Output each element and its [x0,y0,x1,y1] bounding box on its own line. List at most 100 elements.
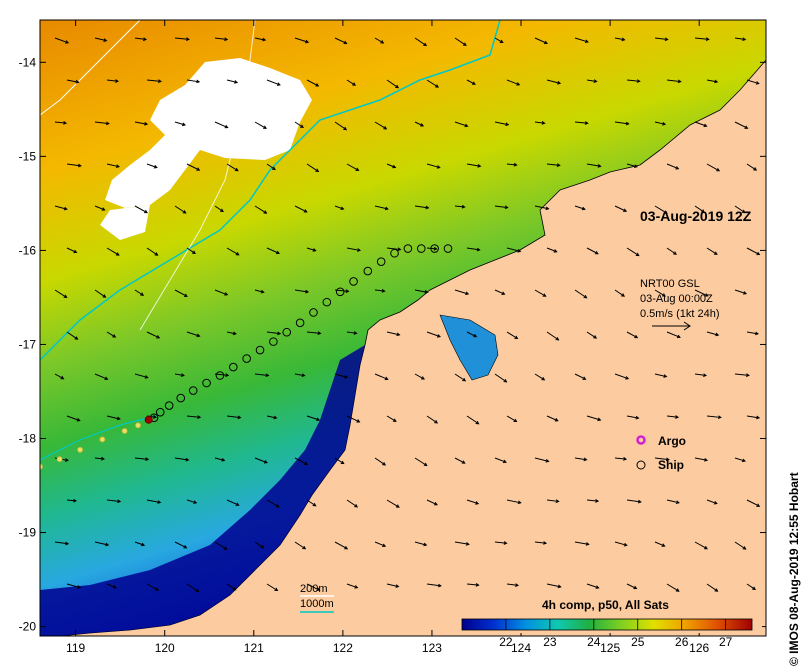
current-vector [494,205,508,209]
current-vector-head [593,79,598,83]
ship-track-point [295,318,305,328]
ship-track [40,244,453,470]
current-vector [94,37,107,42]
current-vector [54,205,67,210]
current-vector [494,289,505,295]
argo-symbol [636,435,646,445]
current-vector [694,457,708,461]
current-vector [706,79,718,83]
current-vector-head [471,81,476,85]
current-vector-head [544,40,549,45]
current-vector-head [663,210,668,214]
current-vector-head [354,585,359,589]
current-vector [186,415,201,418]
y-tick-label: -20 [19,620,37,634]
current-vector [186,499,197,504]
current-vector [334,121,347,131]
current-vector-head [145,457,150,461]
current-vector-head [384,376,389,381]
current-vector [134,541,145,546]
current-vector-head [76,418,81,422]
ship-track-point [255,345,265,355]
current-vector-head [277,331,282,336]
ship-track-point [376,257,386,266]
current-vector-head [704,457,709,462]
depth-contour-200m-outer [139,20,256,331]
current-vector [706,583,718,592]
current-vector [574,289,587,299]
current-vector-head [516,82,521,86]
current-vector [426,415,438,424]
current-vector-head [742,37,747,42]
current-vector [626,79,640,82]
current-vector-head [395,584,400,588]
current-vector [346,583,358,589]
current-vector [466,583,479,586]
current-vector [266,415,277,419]
ship-track-point [215,371,225,380]
current-vector [546,583,561,588]
current-vector-head [545,458,550,463]
current-vector-head [343,40,348,45]
current-vector-head [663,374,668,378]
current-vector-head [475,420,480,425]
current-legend: NRT00 GSL 03-Aug 00:00Z 0.5m/s (1kt 24h) [640,278,719,331]
ship-symbol [636,460,646,470]
current-vector-head [263,125,267,129]
current-legend-scale: 0.5m/s (1kt 24h) [640,308,719,320]
current-vector [266,247,280,254]
current-vector-head [662,121,667,126]
current-vector [494,457,507,463]
cloud-mask [100,58,312,240]
current-vector-head [196,167,201,171]
ship-track-point [155,407,165,417]
current-vector [654,541,665,547]
current-vector-head [704,293,709,297]
current-vector [214,289,228,296]
current-vector [226,583,236,591]
current-vector [466,331,477,338]
current-vector [186,583,199,592]
current-vector [534,289,546,297]
current-vector-head [701,209,706,213]
ship-track-point [242,354,251,363]
current-vector-head [304,461,309,465]
ship-track-point [390,248,399,258]
current-vector-head [144,209,149,214]
current-vector-head [234,80,239,84]
current-vector-head [105,542,110,547]
current-vector-head [675,500,680,505]
current-vector-head [276,250,281,255]
colorbar-ramp [461,618,753,631]
current-vector [574,541,589,545]
current-vector-head [435,84,439,88]
current-vector-head [181,122,186,127]
current-vector-head [237,415,242,420]
current-vector [94,205,105,211]
current-vector-head [185,37,190,42]
current-vector-head [396,332,401,337]
current-vector [626,583,637,589]
current-vector-head [315,168,320,173]
current-vector-head [340,460,345,465]
current-vector-head [635,415,640,420]
current-vector-head [65,541,70,546]
current-vector [426,79,439,88]
current-vector [574,373,586,380]
current-vector-head [714,79,719,84]
current-vector-head [704,545,708,550]
current-vector-head [312,248,317,252]
current-vector-head [65,40,70,44]
current-vectors [54,37,761,593]
current-vector-head [594,250,599,255]
current-vector [146,331,160,339]
current-vector [106,415,120,420]
current-vector [626,415,639,419]
current-vector [266,331,281,335]
current-vector-head [673,251,677,255]
colorbar-tick-label: 25 [631,635,645,649]
current-vector-head [502,459,507,464]
current-vector-head [63,206,68,211]
current-vector-head [623,208,628,212]
current-vector [626,163,638,168]
